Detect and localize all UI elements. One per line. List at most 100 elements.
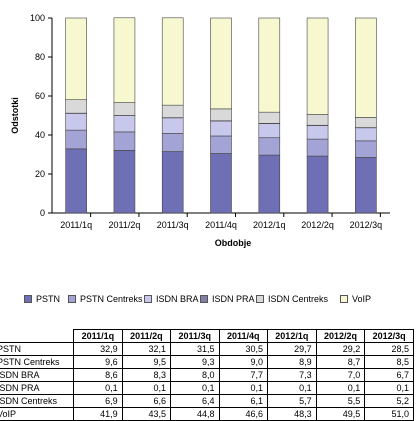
table-cell: 8,9 — [268, 356, 317, 369]
table-row-label: PSTN — [0, 343, 74, 356]
table-cell: 28,5 — [365, 343, 414, 356]
x-tick-label: 2012/3q — [350, 220, 383, 230]
x-tick-label: 2011/2q — [108, 220, 140, 230]
table-cell: 44,8 — [171, 408, 219, 421]
table-header-cell: 2011/1q — [74, 330, 122, 343]
table-cell: 41,9 — [74, 408, 122, 421]
bar-segment — [307, 18, 328, 115]
bar-segment — [355, 128, 376, 141]
table-cell: 43,5 — [122, 408, 170, 421]
table-cell: 7,7 — [219, 369, 267, 382]
bar-segment — [259, 112, 280, 123]
table-cell: 8,3 — [122, 369, 170, 382]
bar-segment — [66, 149, 87, 213]
table-cell: 49,5 — [316, 408, 365, 421]
table-cell: 32,1 — [122, 343, 170, 356]
x-tick-label: 2011/4q — [205, 220, 237, 230]
table-header-cell: 2011/4q — [219, 330, 267, 343]
bar-segment — [211, 109, 232, 121]
table-cell: 8,6 — [74, 369, 122, 382]
table-header-cell: 2012/1q — [268, 330, 317, 343]
x-tick-label: 2012/1q — [253, 220, 286, 230]
bar-segment — [162, 152, 183, 213]
bar-segment — [307, 115, 328, 126]
table-cell: 0,1 — [219, 382, 267, 395]
legend-swatch — [340, 295, 348, 303]
table-cell: 0,1 — [268, 382, 317, 395]
table-cell: 8,0 — [171, 369, 219, 382]
bar-segment — [162, 105, 183, 117]
table-header-cell: 2011/3q — [171, 330, 219, 343]
data-table: 2011/1q 2011/2q 2011/3q 2011/4q 2012/1q … — [0, 329, 414, 421]
bar-segment — [259, 18, 280, 112]
y-tick-label: 40 — [35, 130, 45, 140]
y-tick-label: 20 — [35, 169, 45, 179]
table-cell: 8,5 — [365, 356, 414, 369]
table-cell: 7,3 — [268, 369, 317, 382]
bar-segment — [259, 138, 280, 155]
table-cell: 0,1 — [316, 382, 365, 395]
bar-segment — [259, 155, 280, 213]
bar-segment — [114, 150, 135, 213]
legend-swatch — [144, 295, 152, 303]
table-cell: 9,6 — [74, 356, 122, 369]
bar-segment — [259, 123, 280, 137]
legend-label: ISDN PRA — [212, 292, 255, 306]
table-cell: 0,1 — [74, 382, 122, 395]
table-header-cell: 2011/2q — [122, 330, 170, 343]
bar-segment — [66, 100, 87, 113]
x-tick-label: 2011/3q — [157, 220, 189, 230]
y-axis-title: Odstotki — [10, 97, 20, 134]
table-cell: 7,0 — [316, 369, 365, 382]
y-tick-label: 80 — [35, 52, 45, 62]
table-cell: 48,3 — [268, 408, 317, 421]
bar-segment — [114, 103, 135, 116]
bar-segment — [66, 113, 87, 130]
table-cell: 0,1 — [365, 382, 414, 395]
table-cell: 9,5 — [122, 356, 170, 369]
x-tick-label: 2012/2q — [301, 220, 334, 230]
bar-segment — [355, 18, 376, 117]
table-cell: 30,5 — [219, 343, 267, 356]
table-cell: 9,3 — [171, 356, 219, 369]
table-cell: 6,1 — [219, 395, 267, 408]
legend-label: ISDN BRA — [156, 292, 199, 306]
table-cell: 5,2 — [365, 395, 414, 408]
table-row-label: ISDN Centreks — [0, 395, 74, 408]
bar-segment — [307, 156, 328, 213]
bar-segment — [307, 125, 328, 139]
legend-label: ISDN Centreks — [268, 292, 328, 306]
legend-swatch — [256, 295, 264, 303]
bar-segment — [355, 157, 376, 213]
table-header-cell: 2012/2q — [316, 330, 365, 343]
legend-label: VoIP — [352, 292, 371, 306]
table-cell: 0,1 — [171, 382, 219, 395]
table-cell: 9,0 — [219, 356, 267, 369]
bar-segment — [211, 154, 232, 213]
bar-segment — [114, 132, 135, 151]
y-tick-label: 0 — [40, 208, 45, 218]
y-tick-label: 100 — [30, 13, 45, 23]
bar-segment — [114, 116, 135, 132]
bar-segment — [162, 118, 183, 134]
bar-segment — [211, 18, 232, 109]
legend-swatch — [68, 295, 76, 303]
bar-segment — [114, 18, 135, 103]
table-cell: 6,6 — [122, 395, 170, 408]
table-cell: 0,1 — [122, 382, 170, 395]
bar-segment — [66, 130, 87, 149]
table-header-cell: 2012/3q — [365, 330, 414, 343]
table-cell: 6,9 — [74, 395, 122, 408]
table-row: PSTN32,932,131,530,529,729,228,5 — [0, 343, 414, 356]
legend-label: PSTN — [36, 292, 60, 306]
table-cell: 46,6 — [219, 408, 267, 421]
x-axis-title: Obdobje — [215, 238, 252, 248]
bar-segment — [307, 139, 328, 156]
table-cell: 29,2 — [316, 343, 365, 356]
legend-label: PSTN Centreks — [80, 292, 143, 306]
table-cell: 32,9 — [74, 343, 122, 356]
